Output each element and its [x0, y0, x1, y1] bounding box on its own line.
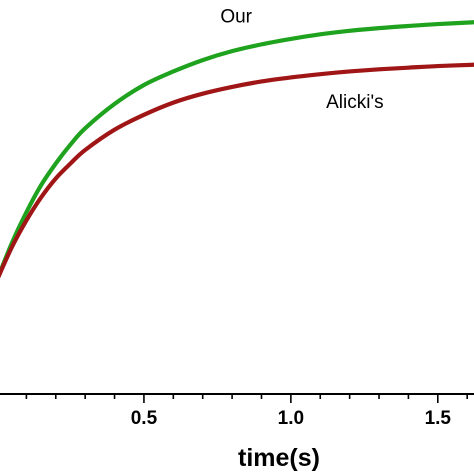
series-annotation: Our — [220, 7, 252, 28]
plot-axes: 0.5 1.0 1.5 — [0, 393, 474, 429]
series-layer — [0, 20, 474, 279]
x-axis-title: time(s) — [238, 444, 320, 472]
series-annotation: Alicki's — [326, 92, 383, 113]
x-tick-label: 1.5 — [425, 408, 452, 429]
x-tick-label: 0.5 — [131, 408, 158, 429]
series-line-our — [0, 20, 474, 279]
x-tick-label: 1.0 — [278, 408, 304, 429]
series-line-alicki-s — [0, 62, 474, 279]
annotation-layer: Our Alicki's — [220, 7, 383, 113]
